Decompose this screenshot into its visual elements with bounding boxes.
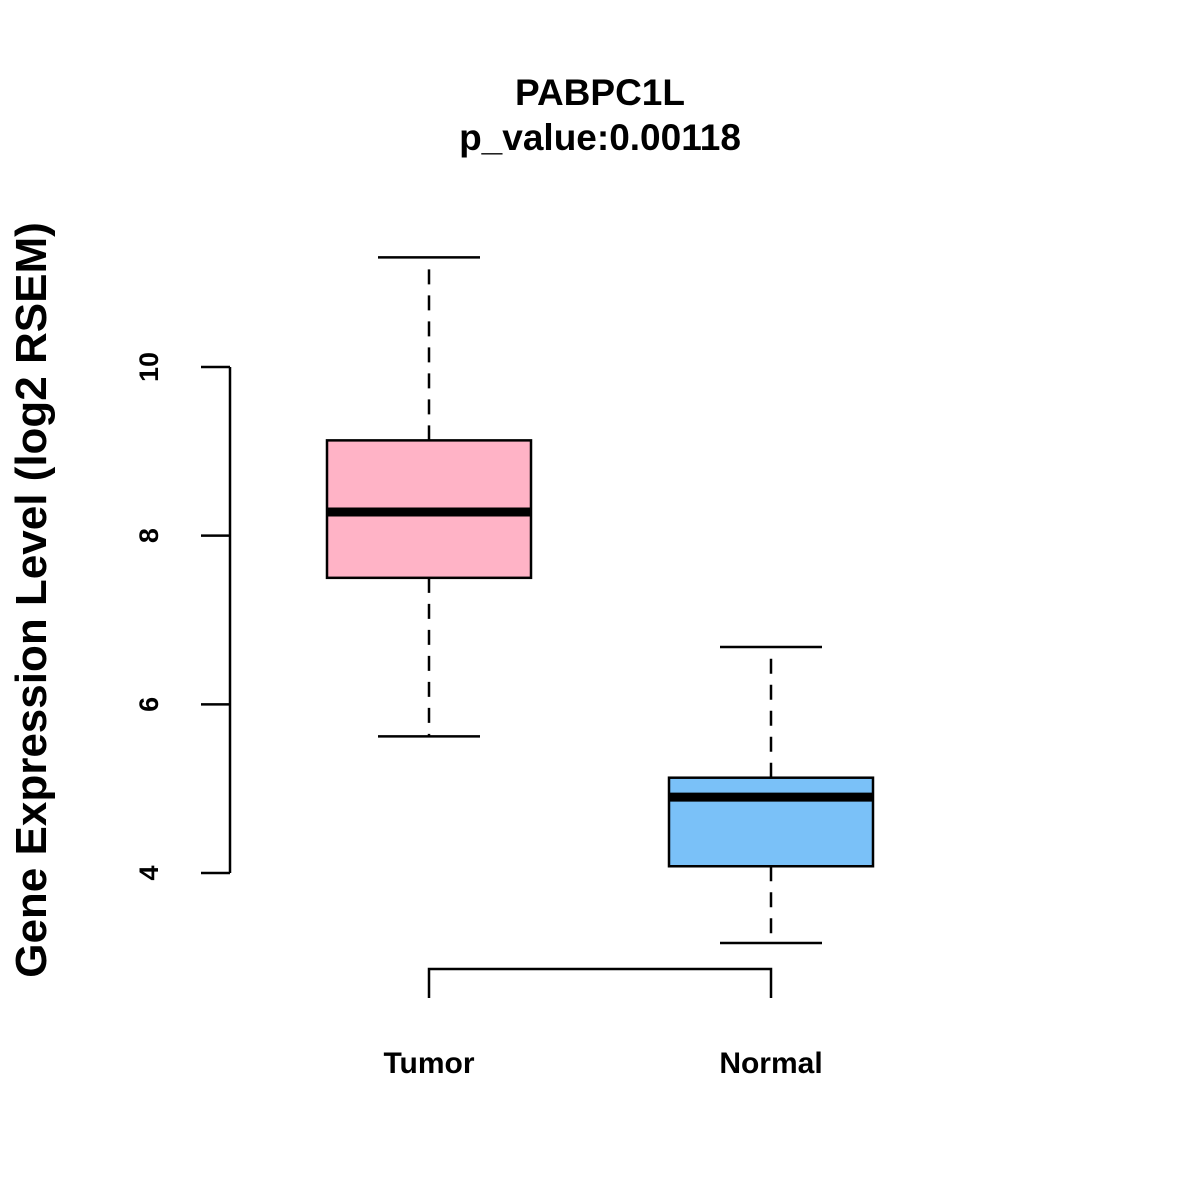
comparison-bracket — [427, 967, 773, 998]
box-series — [325, 256, 875, 945]
y-tick-label-10: 10 — [134, 352, 164, 382]
y-tick-label-4: 4 — [134, 865, 164, 880]
x-category-label-normal: Normal — [719, 1047, 822, 1080]
chart-subtitle: p_value:0.00118 — [459, 117, 741, 158]
chart-title: PABPC1L — [515, 72, 685, 113]
x-category-label-tumor: Tumor — [383, 1047, 474, 1080]
category-labels: Tumor Normal — [383, 1047, 822, 1080]
box-tumor — [325, 256, 533, 738]
normal-iqr-box — [667, 776, 875, 868]
y-axis: 4 6 8 10 — [134, 352, 232, 881]
y-tick-label-6: 6 — [134, 697, 164, 712]
y-axis-label: Gene Expression Level (log2 RSEM) — [7, 222, 56, 978]
y-tick-label-8: 8 — [134, 528, 164, 543]
box-normal — [667, 645, 875, 945]
bracket-line — [427, 967, 773, 998]
